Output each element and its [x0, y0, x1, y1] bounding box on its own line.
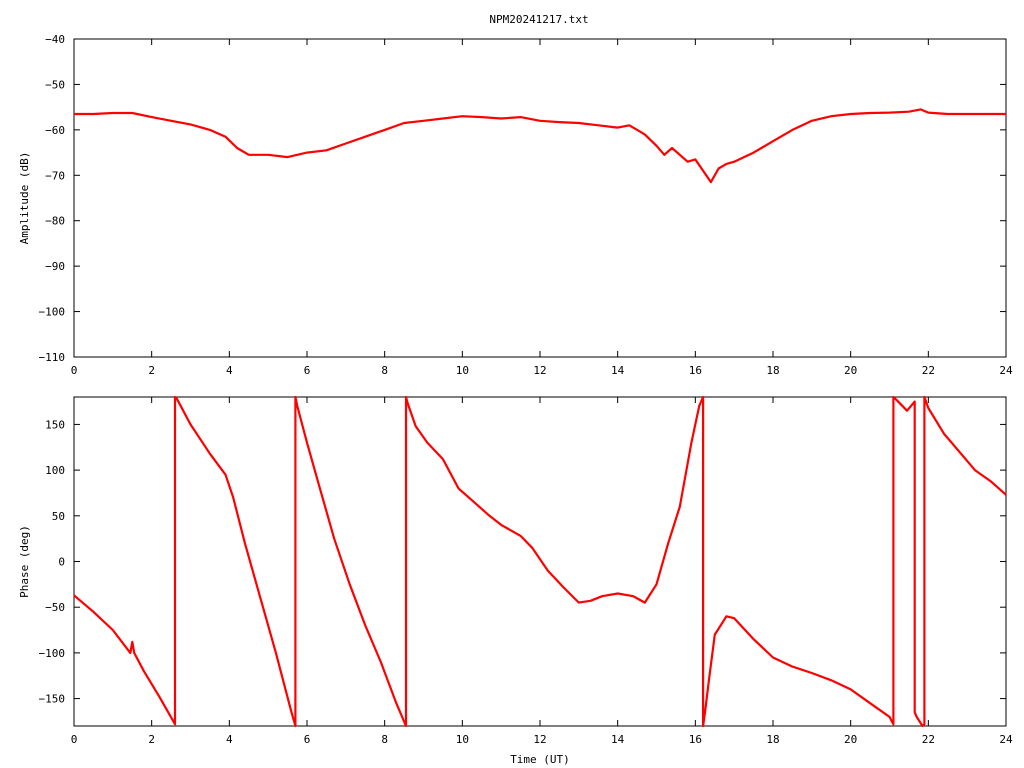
amplitude-x-tick-label: 2 [148, 364, 155, 377]
amplitude-x-tick-label: 10 [456, 364, 469, 377]
amplitude-x-tick-label: 16 [689, 364, 702, 377]
amplitude-y-tick-label: −40 [45, 33, 65, 46]
phase-x-tick-label: 2 [148, 733, 155, 746]
amplitude-series-line [74, 108, 1006, 184]
amplitude-x-tick-label: 0 [71, 364, 78, 377]
phase-x-tick-label: 8 [381, 733, 388, 746]
phase-y-tick-label: 0 [58, 556, 65, 569]
amplitude-y-tick-label: −80 [45, 215, 65, 228]
amplitude-y-tick-label: −100 [39, 306, 66, 319]
phase-x-tick-label: 24 [999, 733, 1013, 746]
amplitude-y-axis-label: Amplitude (dB) [18, 152, 31, 245]
phase-x-tick-label: 18 [766, 733, 779, 746]
phase-y-tick-label: 50 [52, 510, 65, 523]
amplitude-x-tick-label: 20 [844, 364, 857, 377]
amplitude-x-tick-label: 14 [611, 364, 625, 377]
amplitude-x-tick-label: 6 [304, 364, 311, 377]
phase-y-axis-label: Phase (deg) [18, 525, 31, 598]
phase-y-tick-label: 100 [45, 464, 65, 477]
phase-y-tick-label: −100 [39, 647, 66, 660]
amplitude-x-tick-label: 4 [226, 364, 233, 377]
phase-x-tick-label: 22 [922, 733, 935, 746]
phase-x-axis-label: Time (UT) [510, 753, 570, 766]
phase-y-tick-label: −150 [39, 693, 66, 706]
amplitude-panel: 0 2 4 6 8 10 12 14 16 18 20 22 24−110−100−90−80−70−6… [18, 33, 1013, 377]
amplitude-x-tick-label: 22 [922, 364, 935, 377]
amplitude-y-tick-label: −90 [45, 260, 65, 273]
amplitude-y-tick-label: −70 [45, 169, 65, 182]
phase-series-line [73, 395, 1007, 728]
phase-x-tick-label: 4 [226, 733, 233, 746]
phase-x-tick-label: 6 [304, 733, 311, 746]
phase-x-tick-label: 12 [533, 733, 546, 746]
phase-x-tick-label: 14 [611, 733, 625, 746]
phase-x-tick-label: 10 [456, 733, 469, 746]
amplitude-x-tick-label: 24 [999, 364, 1013, 377]
amplitude-y-tick-label: −50 [45, 78, 65, 91]
amplitude-x-tick-label: 18 [766, 364, 779, 377]
phase-y-tick-label: −50 [45, 601, 65, 614]
amplitude-y-tick-label: −60 [45, 124, 65, 137]
chart-title: NPM20241217.txt [489, 13, 588, 26]
phase-x-tick-label: 20 [844, 733, 857, 746]
phase-panel: 0 2 4 6 8 10 12 14 16 18 20 22 24−150−100−5005010015… [18, 395, 1013, 766]
amplitude-y-tick-label: −110 [39, 351, 66, 364]
amplitude-x-tick-label: 8 [381, 364, 388, 377]
phase-y-tick-label: 150 [45, 418, 65, 431]
phase-x-tick-label: 0 [71, 733, 78, 746]
amplitude-x-tick-label: 12 [533, 364, 546, 377]
phase-x-tick-label: 16 [689, 733, 702, 746]
